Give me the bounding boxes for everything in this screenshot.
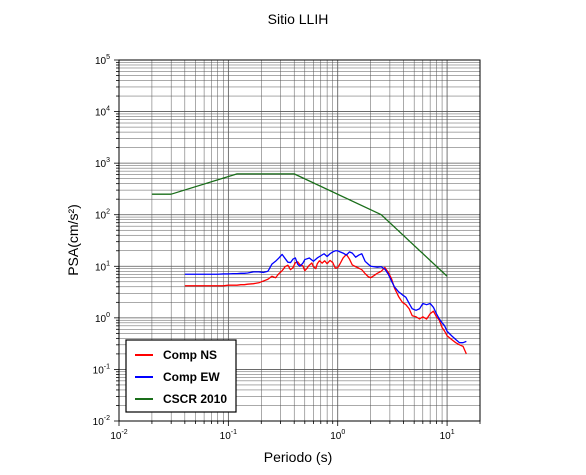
x-tick-label: 10-2 xyxy=(110,429,127,442)
y-tick-label: 104 xyxy=(95,106,110,119)
x-tick-label: 101 xyxy=(440,429,455,442)
y-tick-label: 101 xyxy=(95,260,110,273)
y-tick-label: 100 xyxy=(95,312,110,325)
y-tick-label: 105 xyxy=(95,54,110,67)
series-layer xyxy=(151,173,467,355)
x-tick-label: 100 xyxy=(330,429,345,442)
x-tick-label: 10-1 xyxy=(220,429,237,442)
y-tick-label: 10-1 xyxy=(93,363,110,376)
series-line-comp-ns xyxy=(184,253,467,355)
series-line-cscr-2010 xyxy=(151,173,448,277)
chart-title: Sitio LLIH xyxy=(268,11,329,27)
chart-legend: Comp NS Comp EW CSCR 2010 xyxy=(125,339,237,413)
y-tick-label: 103 xyxy=(95,157,110,170)
y-axis-label: PSA(cm/s²) xyxy=(65,204,81,276)
legend-label: CSCR 2010 xyxy=(163,392,227,406)
y-tick-label: 102 xyxy=(95,209,110,222)
series-line-comp-ew xyxy=(184,250,467,344)
plot-frame xyxy=(118,59,481,422)
chart-grid xyxy=(118,59,481,422)
legend-label: Comp EW xyxy=(163,370,220,384)
x-axis-label: Periodo (s) xyxy=(264,449,332,465)
legend-label: Comp NS xyxy=(163,348,217,362)
y-tick-label: 10-2 xyxy=(93,415,110,428)
